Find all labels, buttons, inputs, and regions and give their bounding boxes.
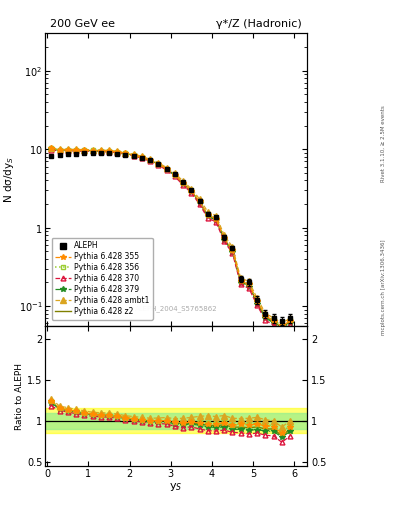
Text: 200 GeV ee: 200 GeV ee [50,19,116,29]
X-axis label: y$_S$: y$_S$ [169,481,182,494]
Bar [45,413,307,429]
Legend: ALEPH, Pythia 6.428 355, Pythia 6.428 356, Pythia 6.428 370, Pythia 6.428 379, P: ALEPH, Pythia 6.428 355, Pythia 6.428 35… [51,238,153,319]
Text: Rivet 3.1.10, ≥ 2.5M events: Rivet 3.1.10, ≥ 2.5M events [381,105,386,182]
Text: mcplots.cern.ch [arXiv:1306.3436]: mcplots.cern.ch [arXiv:1306.3436] [381,239,386,334]
Text: ALEPH_2004_S5765862: ALEPH_2004_S5765862 [134,305,217,312]
Text: γ*/Z (Hadronic): γ*/Z (Hadronic) [216,19,301,29]
Y-axis label: Ratio to ALEPH: Ratio to ALEPH [15,362,24,430]
Y-axis label: N dσ/dy$_S$: N dσ/dy$_S$ [2,156,16,203]
Bar [45,409,307,433]
